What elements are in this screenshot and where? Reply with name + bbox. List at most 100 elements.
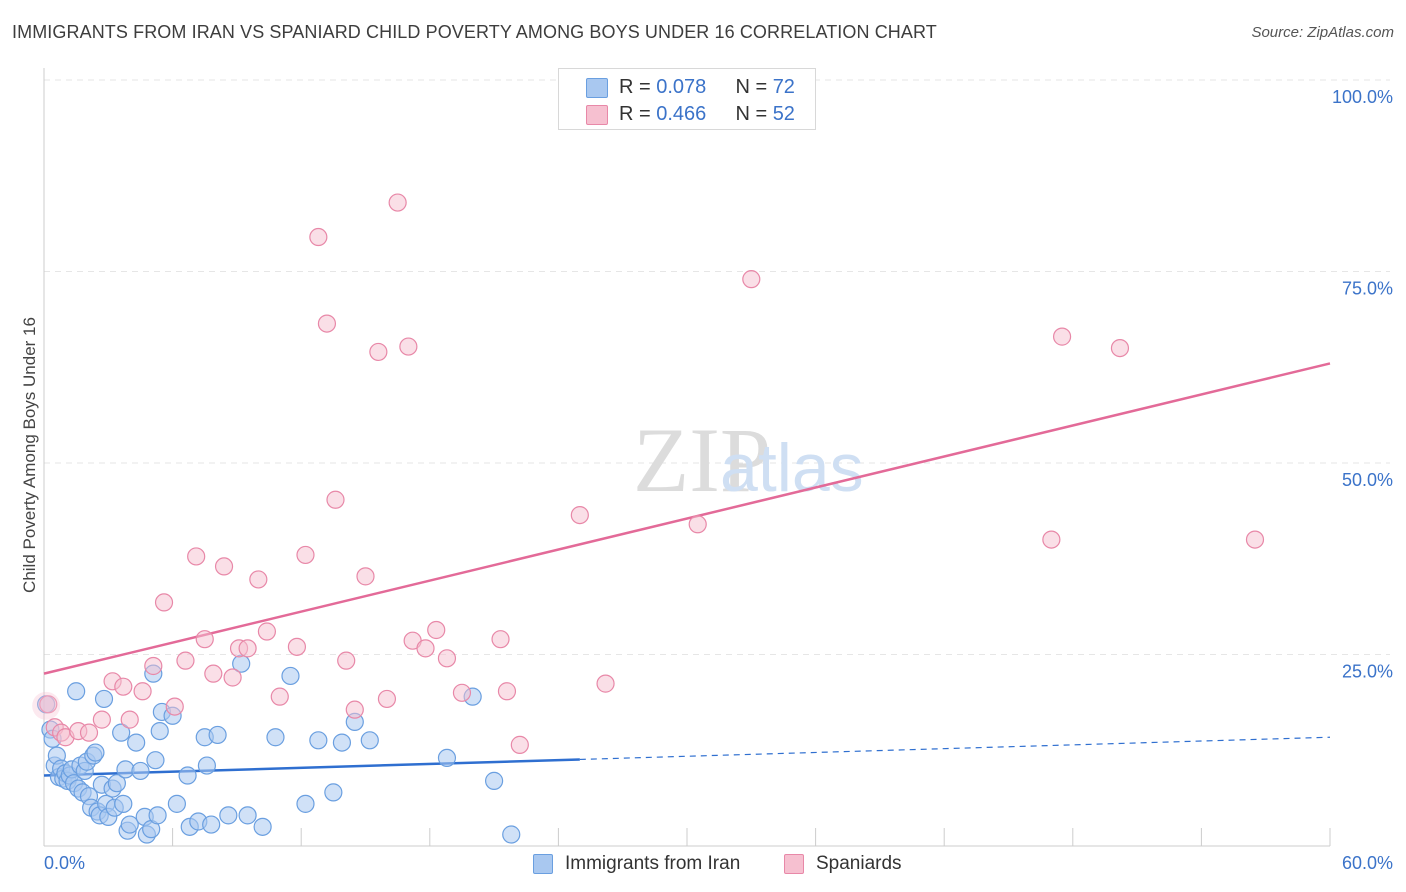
watermark-atlas: atlas xyxy=(720,430,864,506)
iran-point-32 xyxy=(112,723,131,742)
correlation-legend: R = 0.078 N = 72 R = 0.466 N = 52 xyxy=(558,68,816,130)
iran-point-62 xyxy=(309,731,328,750)
iran-point-63 xyxy=(324,783,343,802)
iran-point-36 xyxy=(120,815,139,834)
spaniards-point-10 xyxy=(133,682,152,701)
grid-lines xyxy=(44,79,1390,655)
tick-labels: 25.0% 50.0% 75.0% 100.0% 0.0% 60.0% xyxy=(44,87,1393,873)
iran-point-70 xyxy=(502,825,521,844)
iran-point-45 xyxy=(150,721,169,741)
legend-swatch-spaniards xyxy=(586,105,608,125)
spaniards-point-51 xyxy=(1110,339,1130,358)
legend-item-spaniards[interactable]: Spaniards xyxy=(784,852,902,876)
spaniards-point-45 xyxy=(570,505,589,525)
iran-point-55 xyxy=(219,806,238,825)
spaniards-point-35 xyxy=(388,193,407,212)
spaniards-point-50 xyxy=(1052,327,1072,346)
iran-point-44 xyxy=(148,806,167,825)
spaniards-point-0 xyxy=(39,695,58,714)
legend-row-iran: R = 0.078 N = 72 xyxy=(586,74,795,100)
legend-r-label: R = xyxy=(619,102,651,125)
spaniards-point-32 xyxy=(356,567,375,586)
iran-point-26 xyxy=(94,689,114,709)
spaniards-point-28 xyxy=(317,314,337,333)
spaniards-point-52 xyxy=(1245,530,1265,549)
spaniards-point-25 xyxy=(287,637,307,656)
iran-point-60 xyxy=(281,666,300,686)
iran-point-47 xyxy=(167,794,186,813)
spaniards-point-43 xyxy=(497,682,517,701)
iran-point-59 xyxy=(266,728,285,747)
iran-point-64 xyxy=(332,733,352,752)
spaniards-point-33 xyxy=(369,342,388,362)
y-tick-label: 25.0% xyxy=(1342,662,1393,682)
spaniards-point-6 xyxy=(92,710,111,729)
iran-point-58 xyxy=(253,817,272,836)
spaniards-cluster-marker xyxy=(32,691,61,720)
legend-swatch-iran xyxy=(586,78,608,98)
spaniards-point-9 xyxy=(120,710,139,729)
series-spaniards-points xyxy=(32,193,1265,754)
legend-row-spaniards: R = 0.466 N = 52 xyxy=(586,101,795,127)
spaniards-point-29 xyxy=(326,490,345,509)
spaniards-point-38 xyxy=(416,639,435,658)
x-tick-label: 0.0% xyxy=(44,853,85,873)
legend-n-label: N = xyxy=(735,75,768,98)
spaniards-point-22 xyxy=(249,570,268,589)
spaniards-point-17 xyxy=(204,664,223,683)
spaniards-point-21 xyxy=(238,639,257,658)
spaniards-point-46 xyxy=(596,674,615,693)
spaniards-point-48 xyxy=(742,270,761,289)
spaniards-point-24 xyxy=(270,687,289,706)
iran-point-34 xyxy=(116,760,135,779)
spaniards-point-34 xyxy=(377,689,397,709)
spaniards-point-49 xyxy=(1042,530,1061,549)
iran-point-52 xyxy=(197,756,216,775)
legend-r-label: R = xyxy=(619,75,651,98)
iran-point-57 xyxy=(238,806,257,825)
iran-trend-line-extension xyxy=(579,736,1331,761)
iran-point-13 xyxy=(67,682,86,701)
iran-point-66 xyxy=(360,731,379,750)
legend-iran-r: 0.078 xyxy=(656,75,707,98)
watermark: ZIP atlas xyxy=(633,409,864,511)
legend-item-iran[interactable]: Immigrants from Iran xyxy=(533,852,740,876)
watermark-zip: ZIP xyxy=(633,409,771,511)
legend-n-label: N = xyxy=(735,102,768,125)
iran-point-48 xyxy=(178,766,197,785)
iran-point-53 xyxy=(202,815,221,834)
spaniards-point-26 xyxy=(296,545,315,565)
legend-spaniards-r: 0.466 xyxy=(656,102,707,125)
legend-swatch-iran xyxy=(533,854,553,874)
x-tick-label: 60.0% xyxy=(1342,853,1393,873)
spaniards-point-36 xyxy=(399,337,418,356)
spaniards-point-41 xyxy=(452,683,472,702)
spaniards-point-14 xyxy=(176,651,195,670)
iran-point-33 xyxy=(114,794,133,813)
legend-label-iran: Immigrants from Iran xyxy=(565,853,741,874)
spaniards-point-39 xyxy=(427,620,446,640)
spaniards-point-11 xyxy=(144,656,163,676)
iran-point-38 xyxy=(131,761,150,781)
spaniards-point-40 xyxy=(437,649,457,668)
spaniards-point-23 xyxy=(257,622,277,641)
spaniards-point-18 xyxy=(214,557,234,576)
y-tick-label: 100.0% xyxy=(1332,87,1393,107)
iran-point-43 xyxy=(146,751,165,770)
legend-iran-n: 72 xyxy=(772,75,795,98)
source-label: Source: ZipAtlas.com xyxy=(1251,24,1394,41)
spaniards-point-19 xyxy=(223,668,242,687)
spaniards-point-30 xyxy=(337,651,356,670)
spaniards-point-5 xyxy=(79,723,99,742)
y-tick-label: 50.0% xyxy=(1342,470,1393,490)
spaniards-point-31 xyxy=(345,700,364,719)
iran-point-61 xyxy=(296,794,315,813)
iran-point-54 xyxy=(208,725,227,745)
iran-point-37 xyxy=(127,733,146,752)
legend-label-spaniards: Spaniards xyxy=(816,853,902,874)
spaniards-point-42 xyxy=(491,630,510,649)
spaniards-point-16 xyxy=(195,630,214,649)
y-tick-label: 75.0% xyxy=(1342,279,1393,299)
spaniards-point-44 xyxy=(510,735,529,754)
